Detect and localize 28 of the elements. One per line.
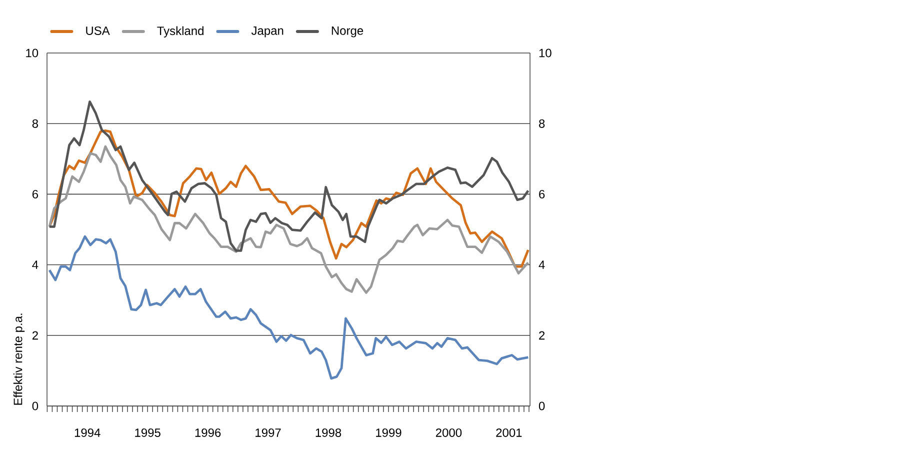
y2-tick-label: 8 xyxy=(539,119,545,128)
x-tick-label: 1997 xyxy=(256,428,281,437)
x-tick-label: 1998 xyxy=(316,428,342,437)
line-series xyxy=(48,145,530,294)
y-tick-label: 6 xyxy=(32,190,38,198)
y-tick-label: 2 xyxy=(32,331,38,340)
legend-label: Norge xyxy=(332,26,364,38)
x-tick-label: 1999 xyxy=(376,428,402,437)
x-tick-label: 1996 xyxy=(195,428,221,437)
y2-tick-label: 6 xyxy=(539,190,545,198)
y2-tick-label: 4 xyxy=(538,260,545,269)
y-tick-label: 4 xyxy=(32,260,38,269)
y2-tick-label: 2 xyxy=(539,331,545,340)
y2-tick-label: 10 xyxy=(539,48,552,58)
y-tick-label: 8 xyxy=(32,119,38,128)
legend-label: USA xyxy=(86,26,110,35)
y-axis-title: Effektiv rente p.a. xyxy=(13,314,25,405)
legend-label: Tyskland xyxy=(157,26,204,38)
y-tick-label: 10 xyxy=(26,48,38,58)
y2-tick-label: 0 xyxy=(538,402,545,410)
x-tick-label: 1994 xyxy=(74,428,100,437)
legend-label: Japan xyxy=(251,26,284,38)
x-tick-label: 1995 xyxy=(135,428,160,437)
x-tick-label: 2000 xyxy=(436,428,462,437)
y-tick-label: 0 xyxy=(32,402,38,410)
line-series xyxy=(48,235,530,380)
x-tick-label: 2001 xyxy=(496,428,522,437)
line-series xyxy=(48,129,530,268)
